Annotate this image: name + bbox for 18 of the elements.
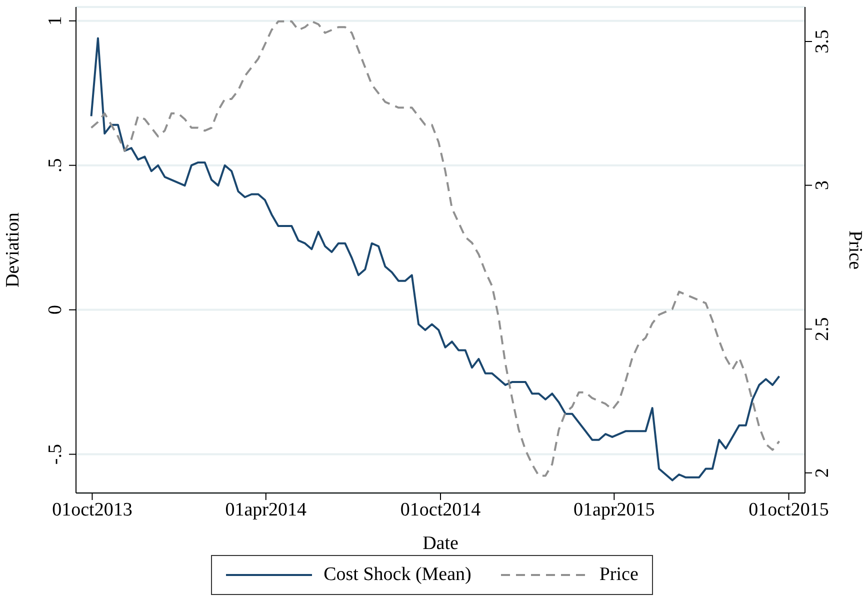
y-tick-label: .5 [45, 158, 66, 172]
x-tick-label: 01apr2015 [574, 499, 655, 520]
y2-tick-label: 3.5 [812, 30, 833, 54]
x-tick-label: 01oct2014 [400, 499, 482, 520]
y2-tick-label: 3 [812, 180, 833, 190]
y2-tick-label: 2.5 [812, 317, 833, 341]
y2-tick-label: 2 [812, 468, 833, 478]
legend-label: Price [599, 564, 638, 586]
x-tick-label: 01oct2013 [52, 499, 132, 520]
y-axis-title: Deviation [2, 212, 24, 288]
x-tick-label: 01apr2014 [225, 499, 308, 520]
x-axis-title: Date [422, 533, 458, 554]
y-tick-label: 1 [45, 16, 66, 26]
legend-label: Cost Shock (Mean) [324, 564, 472, 586]
y-tick-label: -.5 [45, 444, 66, 465]
y2-axis-title: Price [844, 230, 864, 270]
y-tick-label: 0 [45, 305, 66, 315]
x-tick-label: 01oct2015 [748, 499, 829, 520]
